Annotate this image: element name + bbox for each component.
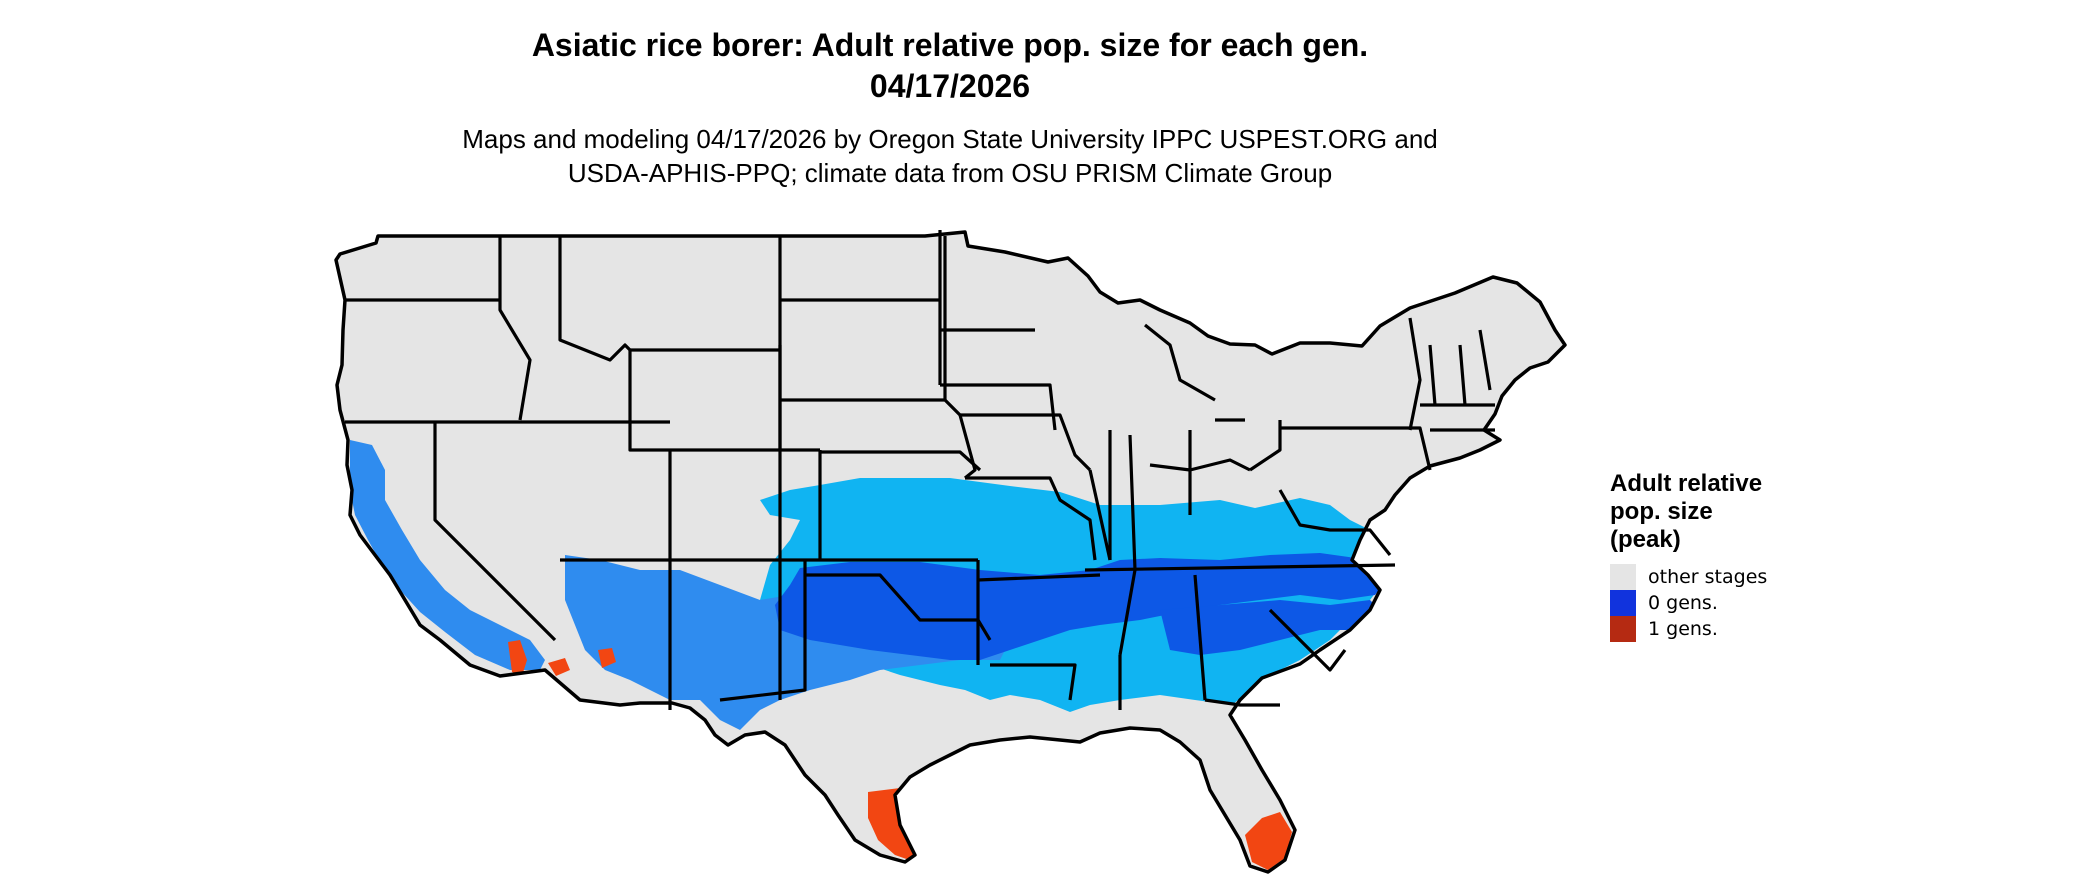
region-red-phoenix [598, 648, 616, 668]
legend-item-other-stages: other stages [1610, 564, 1840, 590]
region-red-south-florida [1245, 812, 1292, 870]
state-borders [345, 230, 1495, 710]
map-credit-line-1: Maps and modeling 04/17/2026 by Oregon S… [462, 124, 1438, 154]
legend-label: other stages [1648, 566, 1768, 588]
region-blue-southwest [565, 555, 1010, 730]
legend-item-0-gens: 0 gens. [1610, 590, 1840, 616]
region-blue-california [350, 440, 545, 670]
legend-title-line: pop. size [1610, 498, 1713, 525]
region-deep-blue [775, 553, 1390, 660]
legend-title-line: Adult relative [1610, 470, 1763, 497]
map-date: 04/17/2026 [869, 68, 1031, 104]
map-credit-line-2: USDA-APHIS-PPQ; climate data from OSU PR… [567, 158, 1333, 188]
region-red-yuma [548, 658, 570, 676]
legend: Adult relative pop. size (peak) other st… [1610, 470, 1840, 642]
legend-label: 1 gens. [1648, 618, 1718, 640]
legend-title: Adult relative pop. size (peak) [1610, 470, 1840, 554]
legend-swatch [1610, 590, 1636, 616]
region-red-imperial-valley [508, 640, 527, 676]
legend-label: 0 gens. [1648, 592, 1718, 614]
legend-swatch [1610, 564, 1636, 590]
legend-swatch [1610, 616, 1636, 642]
region-deep-blue-southeast [1160, 600, 1385, 655]
us-map [334, 230, 1567, 874]
map-title: Asiatic rice borer: Adult relative pop. … [531, 27, 1369, 63]
legend-title-line: (peak) [1610, 526, 1681, 553]
legend-item-1-gens: 1 gens. [1610, 616, 1840, 642]
